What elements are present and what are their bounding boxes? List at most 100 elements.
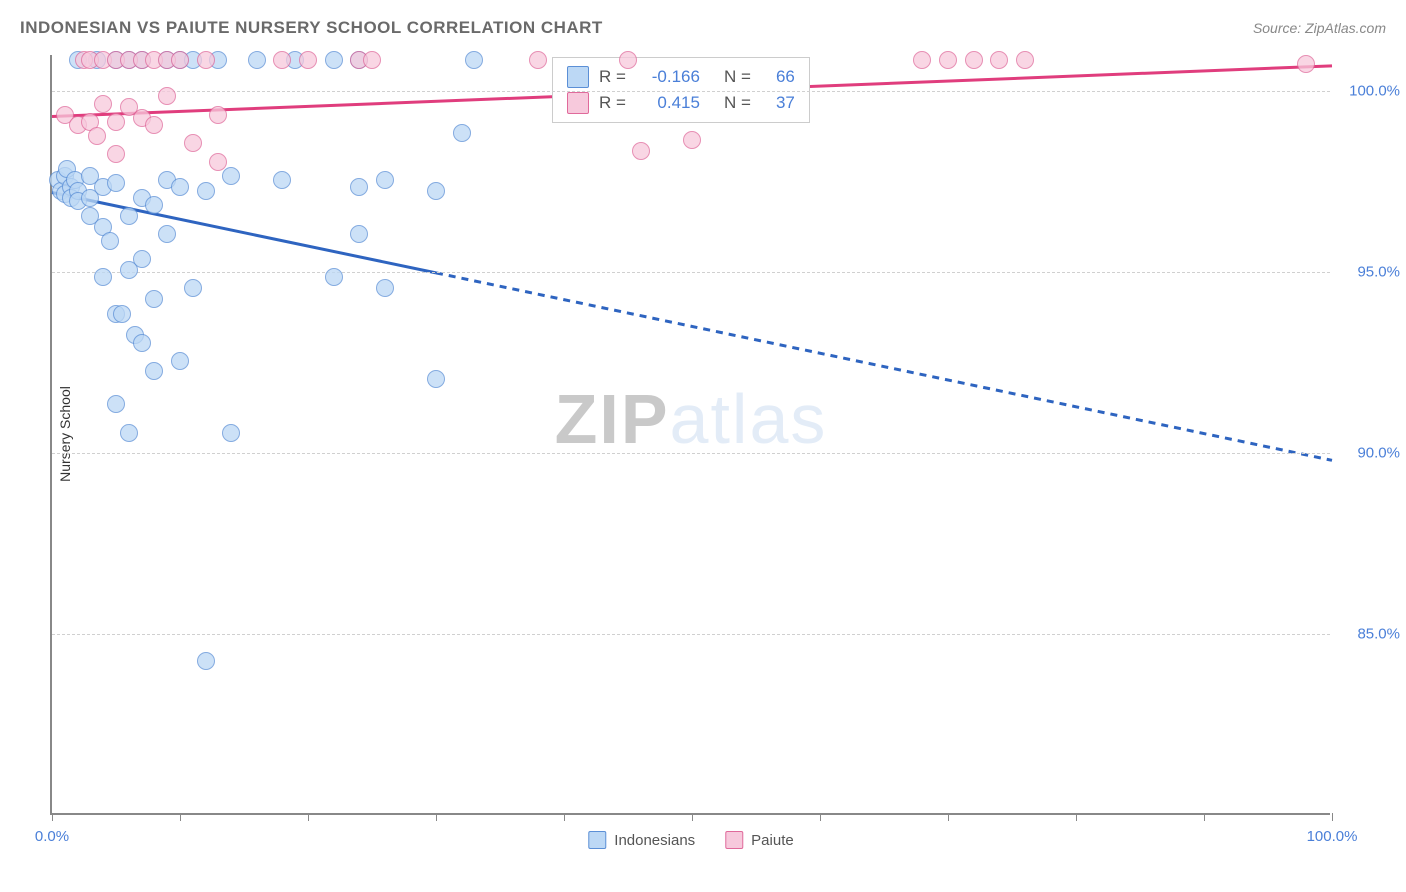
scatter-point bbox=[529, 51, 547, 69]
xtick bbox=[1076, 813, 1077, 821]
ytick-label: 95.0% bbox=[1340, 264, 1400, 281]
scatter-chart: ZIPatlas Nursery School R =-0.166N =66R … bbox=[50, 55, 1330, 815]
scatter-point bbox=[350, 178, 368, 196]
scatter-point bbox=[913, 51, 931, 69]
legend-n-label: N = bbox=[724, 67, 751, 87]
xtick bbox=[180, 813, 181, 821]
scatter-point bbox=[965, 51, 983, 69]
xtick bbox=[1204, 813, 1205, 821]
scatter-point bbox=[113, 305, 131, 323]
scatter-point bbox=[248, 51, 266, 69]
scatter-point bbox=[94, 268, 112, 286]
scatter-point bbox=[107, 145, 125, 163]
xtick bbox=[692, 813, 693, 821]
scatter-point bbox=[350, 225, 368, 243]
xtick-label: 0.0% bbox=[35, 828, 69, 845]
chart-header: INDONESIAN VS PAIUTE NURSERY SCHOOL CORR… bbox=[20, 18, 1386, 38]
scatter-point bbox=[184, 279, 202, 297]
legend-n-value: 37 bbox=[765, 93, 795, 113]
series-legend-item: Paiute bbox=[725, 831, 794, 849]
scatter-point bbox=[632, 142, 650, 160]
scatter-point bbox=[1297, 55, 1315, 73]
xtick bbox=[308, 813, 309, 821]
scatter-point bbox=[145, 290, 163, 308]
series-name: Indonesians bbox=[614, 832, 695, 849]
scatter-point bbox=[145, 196, 163, 214]
xtick-label: 100.0% bbox=[1307, 828, 1358, 845]
legend-r-label: R = bbox=[599, 67, 626, 87]
chart-source: Source: ZipAtlas.com bbox=[1253, 20, 1386, 36]
scatter-point bbox=[273, 171, 291, 189]
scatter-point bbox=[158, 225, 176, 243]
scatter-point bbox=[101, 232, 119, 250]
series-legend: Indonesians Paiute bbox=[588, 831, 793, 849]
ytick-label: 90.0% bbox=[1340, 445, 1400, 462]
scatter-point bbox=[145, 116, 163, 134]
watermark: ZIPatlas bbox=[555, 379, 828, 459]
scatter-point bbox=[363, 51, 381, 69]
scatter-point bbox=[209, 106, 227, 124]
scatter-point bbox=[197, 182, 215, 200]
scatter-point bbox=[120, 207, 138, 225]
xtick bbox=[820, 813, 821, 821]
legend-n-value: 66 bbox=[765, 67, 795, 87]
series-swatch bbox=[725, 831, 743, 849]
legend-r-label: R = bbox=[599, 93, 626, 113]
scatter-point bbox=[133, 250, 151, 268]
y-axis-label: Nursery School bbox=[57, 386, 73, 482]
gridline bbox=[52, 272, 1330, 273]
scatter-point bbox=[1016, 51, 1034, 69]
series-legend-item: Indonesians bbox=[588, 831, 695, 849]
scatter-point bbox=[88, 127, 106, 145]
chart-title: INDONESIAN VS PAIUTE NURSERY SCHOOL CORR… bbox=[20, 18, 603, 38]
scatter-point bbox=[197, 652, 215, 670]
ytick-label: 85.0% bbox=[1340, 626, 1400, 643]
scatter-point bbox=[376, 279, 394, 297]
source-prefix: Source: bbox=[1253, 20, 1305, 36]
source-name: ZipAtlas.com bbox=[1305, 20, 1386, 36]
watermark-atlas: atlas bbox=[670, 380, 828, 458]
trend-lines-layer bbox=[52, 55, 1330, 813]
legend-r-value: 0.415 bbox=[640, 93, 700, 113]
xtick bbox=[1332, 813, 1333, 821]
scatter-point bbox=[427, 370, 445, 388]
scatter-point bbox=[107, 174, 125, 192]
scatter-point bbox=[376, 171, 394, 189]
scatter-point bbox=[171, 352, 189, 370]
scatter-point bbox=[465, 51, 483, 69]
series-name: Paiute bbox=[751, 832, 794, 849]
scatter-point bbox=[158, 87, 176, 105]
scatter-point bbox=[222, 424, 240, 442]
scatter-point bbox=[145, 362, 163, 380]
scatter-point bbox=[120, 424, 138, 442]
legend-n-label: N = bbox=[724, 93, 751, 113]
gridline bbox=[52, 91, 1330, 92]
scatter-point bbox=[325, 51, 343, 69]
scatter-point bbox=[619, 51, 637, 69]
scatter-point bbox=[939, 51, 957, 69]
ytick-label: 100.0% bbox=[1340, 83, 1400, 100]
series-swatch bbox=[588, 831, 606, 849]
scatter-point bbox=[990, 51, 1008, 69]
scatter-point bbox=[171, 178, 189, 196]
scatter-point bbox=[94, 95, 112, 113]
watermark-zip: ZIP bbox=[555, 380, 670, 458]
scatter-point bbox=[107, 395, 125, 413]
legend-swatch bbox=[567, 66, 589, 88]
scatter-point bbox=[299, 51, 317, 69]
scatter-point bbox=[683, 131, 701, 149]
legend-r-value: -0.166 bbox=[640, 67, 700, 87]
scatter-point bbox=[427, 182, 445, 200]
xtick bbox=[436, 813, 437, 821]
scatter-point bbox=[171, 51, 189, 69]
scatter-point bbox=[453, 124, 471, 142]
trend-line-dashed bbox=[436, 273, 1332, 460]
scatter-point bbox=[184, 134, 202, 152]
scatter-point bbox=[107, 113, 125, 131]
legend-row: R = -0.166 N = 66 bbox=[567, 64, 795, 90]
legend-row: R = 0.415 N = 37 bbox=[567, 90, 795, 116]
scatter-point bbox=[133, 334, 151, 352]
xtick bbox=[52, 813, 53, 821]
gridline bbox=[52, 634, 1330, 635]
xtick bbox=[564, 813, 565, 821]
